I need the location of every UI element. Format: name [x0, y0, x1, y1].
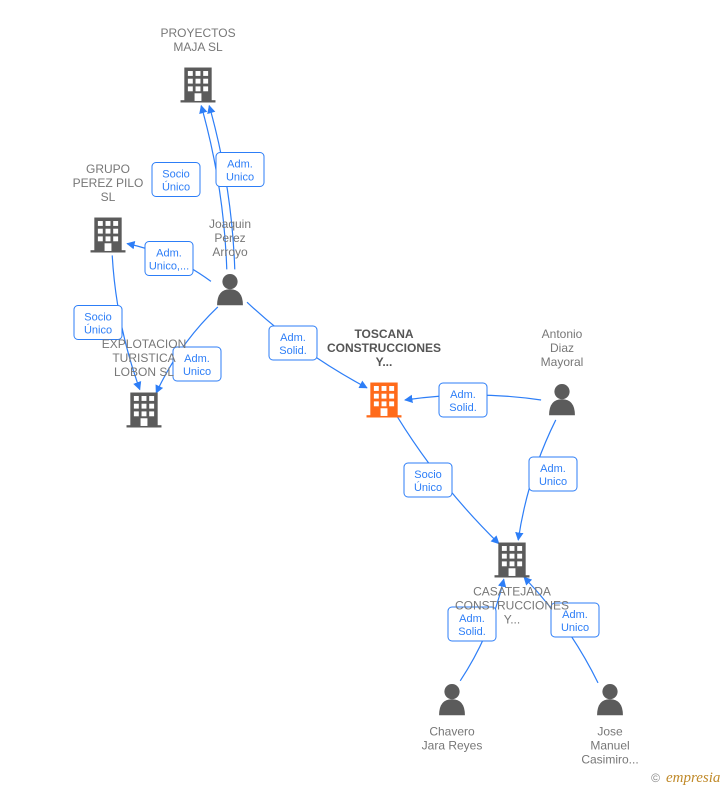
edge-label-line: Único [84, 324, 112, 337]
node-label-line: CASATEJADA [473, 584, 551, 598]
person-icon [217, 274, 243, 305]
edge-label-joaquin-proyectos_maja-1: Adm.Unico [216, 153, 264, 187]
node-label-line: MAJA SL [173, 40, 223, 54]
node-label-line: PROYECTOS [160, 26, 235, 40]
nodes-layer: PROYECTOSMAJA SLGRUPOPEREZ PILOSLEXPLOTA… [73, 26, 639, 766]
node-label-line: Jose [597, 724, 623, 738]
node-label-line: Jara Reyes [422, 738, 483, 752]
node-grupo_perez_pilo[interactable]: GRUPOPEREZ PILOSL [73, 162, 144, 252]
edge-label-line: Único [162, 181, 190, 194]
node-jose_manuel[interactable]: JoseManuelCasimiro... [581, 684, 638, 766]
building-icon [495, 543, 530, 578]
copyright-symbol: © [651, 771, 660, 785]
node-label-line: Casimiro... [581, 752, 638, 766]
edge-label-line: Unico,... [149, 261, 189, 273]
edge-label-line: Adm. [280, 332, 306, 344]
node-label-line: Arroyo [212, 245, 248, 259]
edge-label-line: Adm. [156, 248, 182, 260]
person-icon [597, 684, 623, 715]
node-label-line: TOSCANA [354, 327, 413, 341]
node-label-line: EXPLOTACION [102, 337, 186, 351]
edge-label-line: Unico [226, 172, 254, 184]
building-icon [181, 68, 216, 103]
edge-label-line: Solid. [449, 402, 477, 414]
person-icon [549, 384, 575, 415]
edge-label-line: Solid. [279, 345, 307, 357]
edge-label-line: Socio [162, 169, 190, 181]
edge-label-line: Adm. [450, 389, 476, 401]
edge-label-line: Socio [84, 312, 112, 324]
edge-label-toscana-casatejada-7: SocioÚnico [404, 463, 452, 497]
node-label-line: Manuel [590, 738, 629, 752]
edge-label-antonio-toscana-6: Adm.Solid. [439, 383, 487, 417]
node-proyectos_maja[interactable]: PROYECTOSMAJA SL [160, 26, 235, 102]
edge-label-antonio-casatejada-8: Adm.Unico [529, 457, 577, 491]
node-toscana[interactable]: TOSCANACONSTRUCCIONESY... [327, 327, 441, 417]
node-label-line: SL [101, 190, 116, 204]
node-label-line: Chavero [429, 724, 475, 738]
node-label-line: TURISTICA [112, 351, 175, 365]
node-label-line: Antonio [542, 327, 583, 341]
node-label-line: Mayoral [541, 355, 584, 369]
node-label-line: PEREZ PILO [73, 176, 144, 190]
edge-label-joaquin-grupo_perez_pilo-2: Adm.Unico,... [145, 242, 193, 276]
node-label-line: Diaz [550, 341, 574, 355]
node-label-line: CONSTRUCCIONES [327, 341, 441, 355]
edge-label-joaquin-explotacion-4: Adm.Unico [173, 347, 221, 381]
building-icon [367, 383, 402, 418]
edge-label-joaquin-toscana-5: Adm.Solid. [269, 326, 317, 360]
node-explotacion[interactable]: EXPLOTACIONTURISTICALOBON SL [102, 337, 186, 427]
edge-label-line: Adm. [540, 463, 566, 475]
node-label-line: CONSTRUCCIONES [455, 598, 569, 612]
edge-label-line: Adm. [184, 353, 210, 365]
edge-label-line: Unico [561, 622, 589, 634]
node-label-line: LOBON SL [114, 365, 174, 379]
node-label-line: Y... [376, 355, 393, 369]
node-chavero[interactable]: ChaveroJara Reyes [422, 684, 483, 752]
node-label-line: Y... [504, 612, 520, 626]
edge-label-joaquin-proyectos_maja-0: SocioÚnico [152, 163, 200, 197]
edge-label-line: Unico [539, 476, 567, 488]
edge-label-line: Socio [414, 469, 442, 481]
edge-label-line: Unico [183, 366, 211, 378]
building-icon [127, 393, 162, 428]
node-label-line: GRUPO [86, 162, 130, 176]
edge-label-line: Adm. [227, 159, 253, 171]
node-label-line: Joaquin [209, 217, 251, 231]
copyright: © empresia [651, 770, 720, 786]
edge-label-line: Único [414, 481, 442, 494]
node-antonio[interactable]: AntonioDiazMayoral [541, 327, 584, 415]
node-joaquin[interactable]: JoaquinPerezArroyo [209, 217, 251, 305]
edge-label-line: Adm. [459, 613, 485, 625]
edge-label-grupo_perez_pilo-explotacion-3: SocioÚnico [74, 306, 122, 340]
edge-label-line: Solid. [458, 626, 486, 638]
node-label-line: Perez [214, 231, 245, 245]
copyright-brand: empresia [666, 770, 720, 786]
building-icon [91, 218, 126, 253]
person-icon [439, 684, 465, 715]
